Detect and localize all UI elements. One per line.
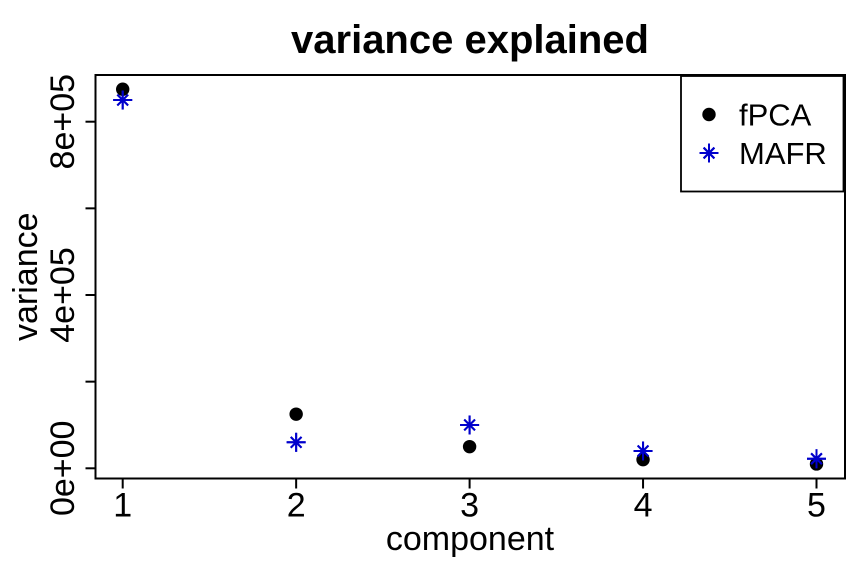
legend-label-fPCA: fPCA: [739, 98, 812, 133]
star-ray: [636, 444, 650, 458]
legend-marker-fPCA: [702, 107, 716, 122]
data-point-fPCA-3: [462, 439, 477, 454]
star-ray: [463, 418, 476, 432]
x-tick-label: 1: [113, 487, 132, 525]
star-ray: [290, 436, 303, 449]
x-axis-title: component: [386, 520, 555, 558]
data-points-group: [113, 82, 826, 471]
legend-entry-MAFR: MAFR: [699, 136, 827, 171]
star-ray: [702, 146, 716, 160]
legend-entry-fPCA: fPCA: [702, 98, 812, 133]
data-point-MAFR-3: [460, 415, 480, 435]
data-point-fPCA-2: [289, 407, 303, 421]
chart-title: variance explained: [291, 18, 649, 62]
x-tick-label: 4: [634, 487, 653, 525]
data-point-MAFR-1: [113, 90, 133, 110]
y-tick-label: 0e+00: [44, 421, 82, 517]
y-axis-title: variance: [7, 212, 45, 341]
legend-box: [680, 75, 845, 193]
data-point-fPCA-1: [116, 82, 130, 96]
y-tick-label: 8e+05: [44, 74, 82, 170]
data-point-MAFR-4: [633, 441, 653, 461]
legend-label-MAFR: MAFR: [739, 136, 827, 171]
y-tick-label: 4e+05: [44, 247, 82, 343]
axes-group: 1 2 3 4 5 0e+00 4e+05 8e+05: [44, 74, 846, 525]
x-tick-label: 2: [287, 487, 306, 525]
x-tick-label: 5: [807, 487, 826, 525]
data-point-MAFR-2: [286, 432, 306, 452]
star-ray: [810, 452, 823, 465]
series-MAFR: [113, 90, 826, 469]
x-tick-label: 3: [460, 487, 479, 525]
data-point-MAFR-5: [807, 449, 826, 469]
legend-marker-MAFR: [699, 143, 719, 163]
series-fPCA: [116, 82, 824, 471]
star-ray: [116, 93, 129, 107]
